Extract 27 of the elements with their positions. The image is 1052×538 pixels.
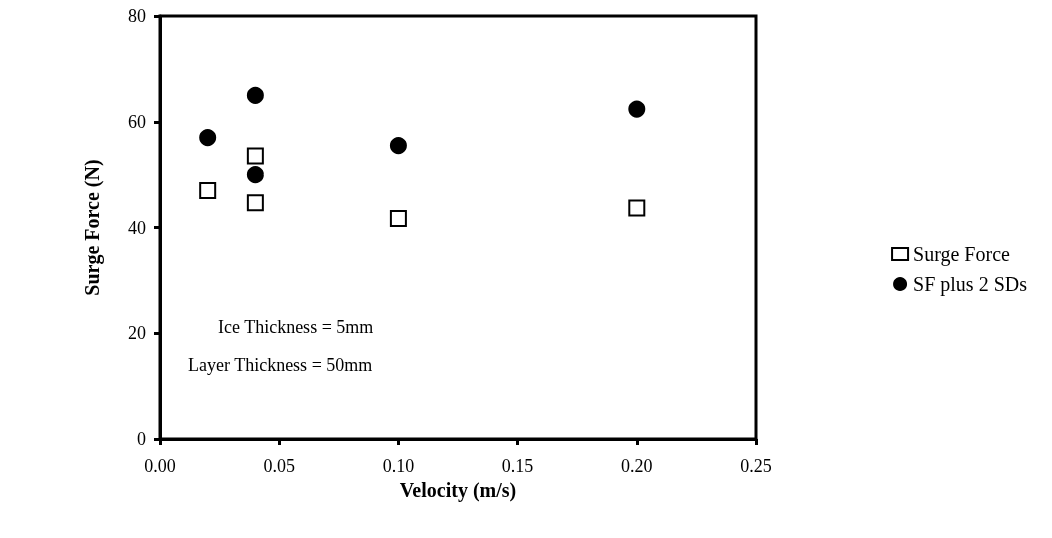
point — [246, 86, 264, 104]
y-tick-label: 60 — [128, 111, 146, 132]
legend-label: SF plus 2 SDs — [913, 273, 1028, 296]
x-tick-label: 0.05 — [263, 456, 295, 476]
y-axis-title: Surge Force (N) — [81, 159, 104, 296]
x-tick-label: 0.10 — [382, 456, 415, 476]
legend-label: Surge Force — [913, 243, 1011, 266]
point — [246, 147, 264, 165]
x-tick-label: 0.00 — [144, 456, 176, 476]
annotation: Ice Thickness = 5mm — [218, 317, 374, 337]
point — [199, 129, 217, 147]
y-tick-label: 0 — [137, 429, 146, 449]
point — [389, 210, 407, 228]
y-tick-label: 20 — [128, 323, 146, 344]
point — [628, 199, 646, 217]
point — [628, 100, 646, 118]
y-tick-label: 80 — [128, 6, 146, 26]
point — [246, 194, 264, 212]
point — [199, 181, 217, 199]
point — [246, 166, 264, 184]
x-tick-label: 0.25 — [740, 456, 772, 476]
y-tick-label: 40 — [128, 217, 146, 238]
x-tick-label: 0.20 — [621, 456, 653, 476]
annotation: Layer Thickness = 50mm — [188, 355, 373, 375]
x-axis-title: Velocity (m/s) — [399, 478, 517, 502]
point — [389, 137, 407, 155]
x-tick-label: 0.15 — [501, 456, 534, 476]
